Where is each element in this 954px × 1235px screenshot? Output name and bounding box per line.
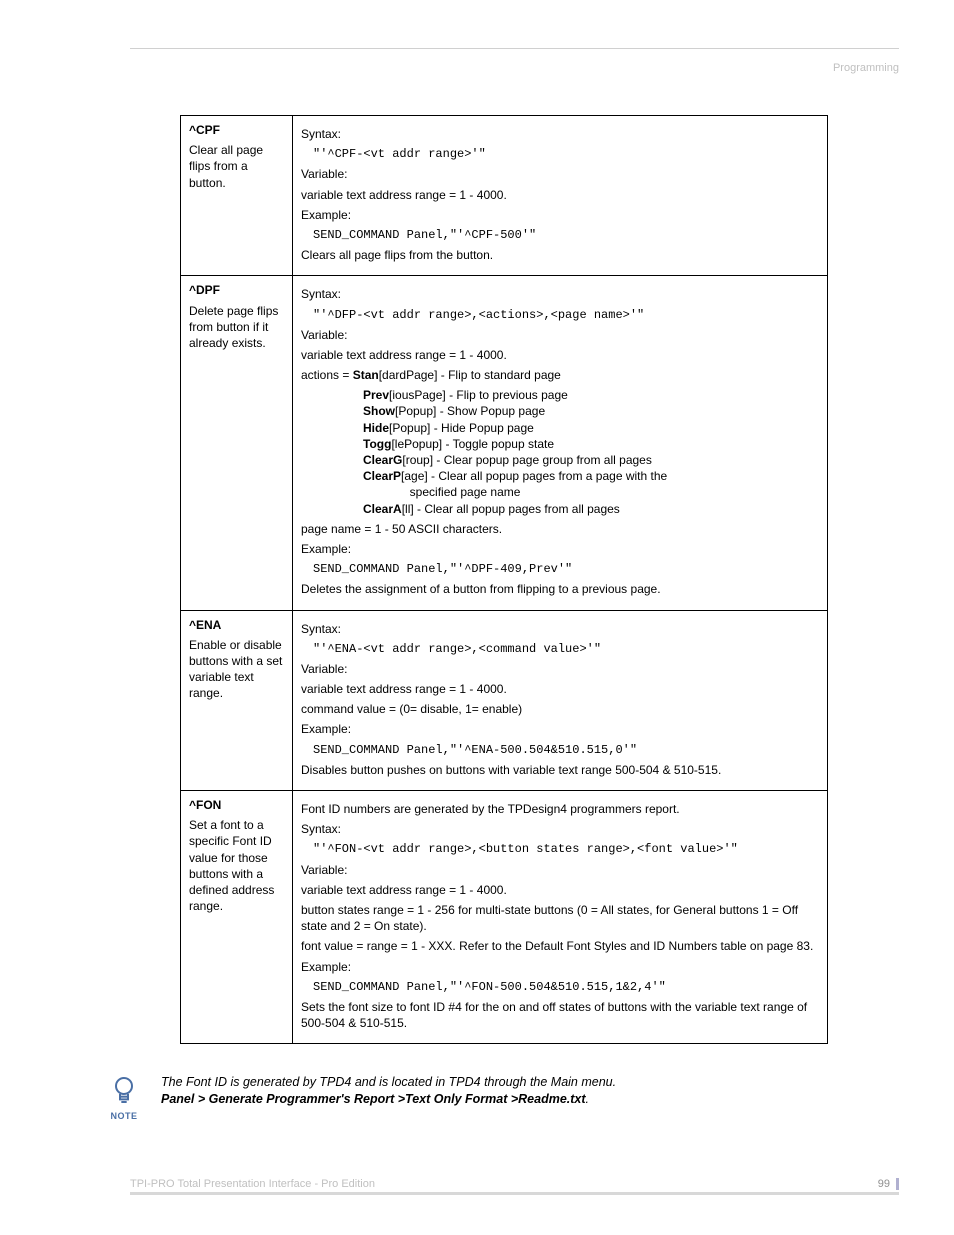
note-block: NOTE The Font ID is generated by TPD4 an… xyxy=(105,1074,899,1121)
action-item: specified page name xyxy=(363,484,819,500)
table-row: ^FON Set a font to a specific Font ID va… xyxy=(181,791,828,1044)
actions-intro: actions = xyxy=(301,368,353,382)
cmd-name: ^DPF xyxy=(189,282,284,298)
variable-item: variable text address range = 1 - 4000. xyxy=(301,347,819,363)
syntax-code: "'^DFP-<vt addr range>,<actions>,<page n… xyxy=(313,307,819,323)
example-label: Example: xyxy=(301,207,819,223)
result-text: Deletes the assignment of a button from … xyxy=(301,581,819,597)
example-label: Example: xyxy=(301,959,819,975)
table-row: ^ENA Enable or disable buttons with a se… xyxy=(181,610,828,791)
variable-item: page name = 1 - 50 ASCII characters. xyxy=(301,521,819,537)
example-code: SEND_COMMAND Panel,"'^DPF-409,Prev'" xyxy=(313,561,819,577)
variable-item: command value = (0= disable, 1= enable) xyxy=(301,701,819,717)
footer-title: TPI-PRO Total Presentation Interface - P… xyxy=(130,1178,375,1190)
variable-label: Variable: xyxy=(301,166,819,182)
table-row: ^CPF Clear all page flips from a button.… xyxy=(181,116,828,276)
variable-item: button states range = 1 - 256 for multi-… xyxy=(301,902,819,934)
footer: TPI-PRO Total Presentation Interface - P… xyxy=(130,1178,899,1195)
page-number: 99 xyxy=(878,1178,899,1190)
variable-item: variable text address range = 1 - 4000. xyxy=(301,882,819,898)
note-text: The Font ID is generated by TPD4 and is … xyxy=(161,1074,616,1108)
syntax-code: "'^FON-<vt addr range>,<button states ra… xyxy=(313,841,819,857)
variable-label: Variable: xyxy=(301,862,819,878)
cmd-name: ^ENA xyxy=(189,617,284,633)
variable-label: Variable: xyxy=(301,661,819,677)
cmd-desc: Enable or disable buttons with a set var… xyxy=(189,637,284,702)
cmd-desc: Clear all page flips from a button. xyxy=(189,142,284,191)
syntax-code: "'^ENA-<vt addr range>,<command value>'" xyxy=(313,641,819,657)
variable-item: font value = range = 1 - XXX. Refer to t… xyxy=(301,938,819,954)
example-code: SEND_COMMAND Panel,"'^FON-500.504&510.51… xyxy=(313,979,819,995)
cmd-name: ^CPF xyxy=(189,122,284,138)
action-item: ClearP[age] - Clear all popup pages from… xyxy=(363,468,819,484)
command-table: ^CPF Clear all page flips from a button.… xyxy=(180,115,828,1044)
action-item: Prev[iousPage] - Flip to previous page xyxy=(363,387,819,403)
example-label: Example: xyxy=(301,541,819,557)
variable-label: Variable: xyxy=(301,327,819,343)
note-icon: NOTE xyxy=(105,1074,143,1121)
result-text: Disables button pushes on buttons with v… xyxy=(301,762,819,778)
variable-item: variable text address range = 1 - 4000. xyxy=(301,187,819,203)
example-code: SEND_COMMAND Panel,"'^ENA-500.504&510.51… xyxy=(313,742,819,758)
syntax-label: Syntax: xyxy=(301,821,819,837)
cmd-desc: Delete page flips from button if it alre… xyxy=(189,303,284,352)
syntax-label: Syntax: xyxy=(301,286,819,302)
table-row: ^DPF Delete page flips from button if it… xyxy=(181,276,828,610)
cmd-desc: Set a font to a specific Font ID value f… xyxy=(189,817,284,914)
action-item: Show[Popup] - Show Popup page xyxy=(363,403,819,419)
actions-block: actions = Stan[dardPage] - Flip to stand… xyxy=(301,367,819,383)
syntax-code: "'^CPF-<vt addr range>'" xyxy=(313,146,819,162)
action-item: ClearG[roup] - Clear popup page group fr… xyxy=(363,452,819,468)
action-item: ClearA[ll] - Clear all popup pages from … xyxy=(363,501,819,517)
cmd-name: ^FON xyxy=(189,797,284,813)
header-section: Programming xyxy=(833,62,899,74)
note-label: NOTE xyxy=(105,1111,143,1121)
action-item: Hide[Popup] - Hide Popup page xyxy=(363,420,819,436)
example-label: Example: xyxy=(301,721,819,737)
result-text: Clears all page flips from the button. xyxy=(301,247,819,263)
result-text: Sets the font size to font ID #4 for the… xyxy=(301,999,819,1031)
syntax-label: Syntax: xyxy=(301,126,819,142)
intro-text: Font ID numbers are generated by the TPD… xyxy=(301,801,819,817)
syntax-label: Syntax: xyxy=(301,621,819,637)
variable-item: variable text address range = 1 - 4000. xyxy=(301,681,819,697)
action-item: Togg[lePopup] - Toggle popup state xyxy=(363,436,819,452)
example-code: SEND_COMMAND Panel,"'^CPF-500'" xyxy=(313,227,819,243)
